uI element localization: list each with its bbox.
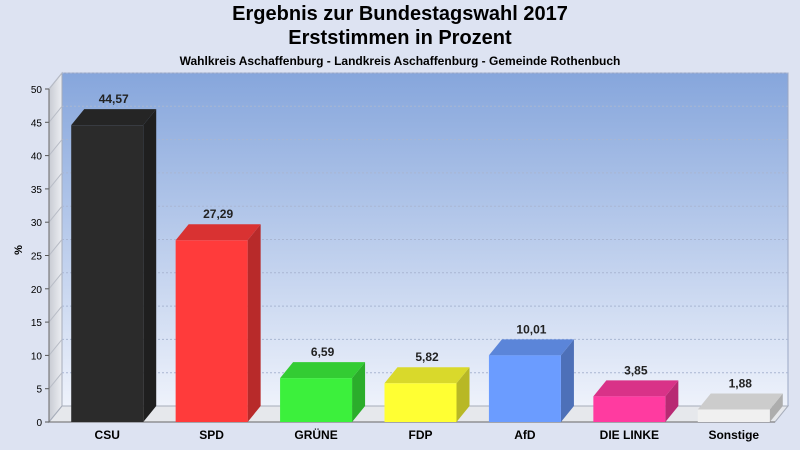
x-tick-label: GRÜNE bbox=[294, 427, 337, 442]
chart-subtitle: Wahlkreis Aschaffenburg - Landkreis Asch… bbox=[179, 54, 621, 68]
bar-top bbox=[175, 224, 261, 241]
gridline-side bbox=[48, 72, 63, 90]
bar-front bbox=[175, 240, 248, 422]
y-tick-label: 5 bbox=[36, 385, 42, 396]
gridline-side bbox=[48, 172, 63, 190]
value-label: 27,29 bbox=[203, 207, 233, 221]
value-label: 10,01 bbox=[516, 322, 546, 336]
value-label: 5,82 bbox=[415, 350, 439, 364]
y-tick-label: 20 bbox=[31, 285, 43, 296]
gridline-side bbox=[48, 272, 63, 290]
bar-spd bbox=[175, 224, 261, 422]
y-tick-label: 45 bbox=[31, 118, 43, 129]
bar-top bbox=[71, 109, 157, 126]
gridline-side bbox=[48, 239, 63, 256]
y-axis-label: % bbox=[13, 245, 25, 255]
bar-front bbox=[71, 125, 144, 422]
gridline-side bbox=[48, 305, 63, 323]
x-tick-label: SPD bbox=[199, 428, 224, 442]
bar-sonstige bbox=[697, 393, 783, 422]
bar-fdp bbox=[384, 367, 470, 422]
y-tick-label: 0 bbox=[36, 418, 42, 429]
x-tick-label: FDP bbox=[409, 428, 433, 442]
bar-side bbox=[560, 339, 574, 422]
y-tick-label: 25 bbox=[31, 252, 43, 263]
gridline-side bbox=[48, 205, 63, 223]
bar-side bbox=[143, 109, 157, 422]
value-label: 6,59 bbox=[311, 345, 335, 359]
bar-top bbox=[384, 367, 470, 384]
gridline-side bbox=[48, 372, 63, 390]
value-label: 3,85 bbox=[624, 363, 648, 377]
y-tick-label: 35 bbox=[31, 185, 43, 196]
bar-grüne bbox=[280, 362, 366, 422]
bar-top bbox=[488, 339, 574, 356]
gridline-side bbox=[48, 339, 63, 356]
bar-top bbox=[280, 362, 366, 379]
y-tick-label: 40 bbox=[31, 152, 43, 163]
bar-afd bbox=[488, 339, 574, 422]
bar-top bbox=[697, 393, 783, 410]
x-tick-label: Sonstige bbox=[708, 428, 759, 442]
x-tick-label: DIE LINKE bbox=[600, 428, 659, 442]
bar-side bbox=[456, 367, 470, 422]
bar-side bbox=[665, 380, 679, 422]
bar-die-linke bbox=[593, 380, 679, 422]
value-label: 1,88 bbox=[729, 376, 753, 390]
bar-front bbox=[488, 355, 561, 422]
y-tick-label: 30 bbox=[31, 218, 43, 229]
y-tick-label: 10 bbox=[31, 351, 43, 362]
bar-top bbox=[593, 380, 679, 397]
chart-title-line2: Erststimmen in Prozent bbox=[288, 27, 512, 49]
gridline-side bbox=[48, 139, 63, 156]
bar-front bbox=[697, 409, 770, 422]
value-label: 44,57 bbox=[99, 92, 129, 106]
bar-side bbox=[247, 224, 261, 422]
bar-front bbox=[384, 383, 457, 422]
gridline-side bbox=[48, 105, 63, 123]
bar-front bbox=[280, 378, 353, 422]
x-tick-label: CSU bbox=[95, 428, 120, 442]
y-tick-label: 50 bbox=[31, 85, 43, 96]
y-tick-label: 15 bbox=[31, 318, 43, 329]
bar-front bbox=[593, 396, 666, 422]
bar-side bbox=[352, 362, 366, 422]
bar-side bbox=[769, 393, 783, 422]
chart-title: Ergebnis zur Bundestagswahl 2017 bbox=[232, 3, 568, 25]
bar-csu bbox=[71, 109, 157, 422]
x-tick-label: AfD bbox=[514, 428, 536, 442]
